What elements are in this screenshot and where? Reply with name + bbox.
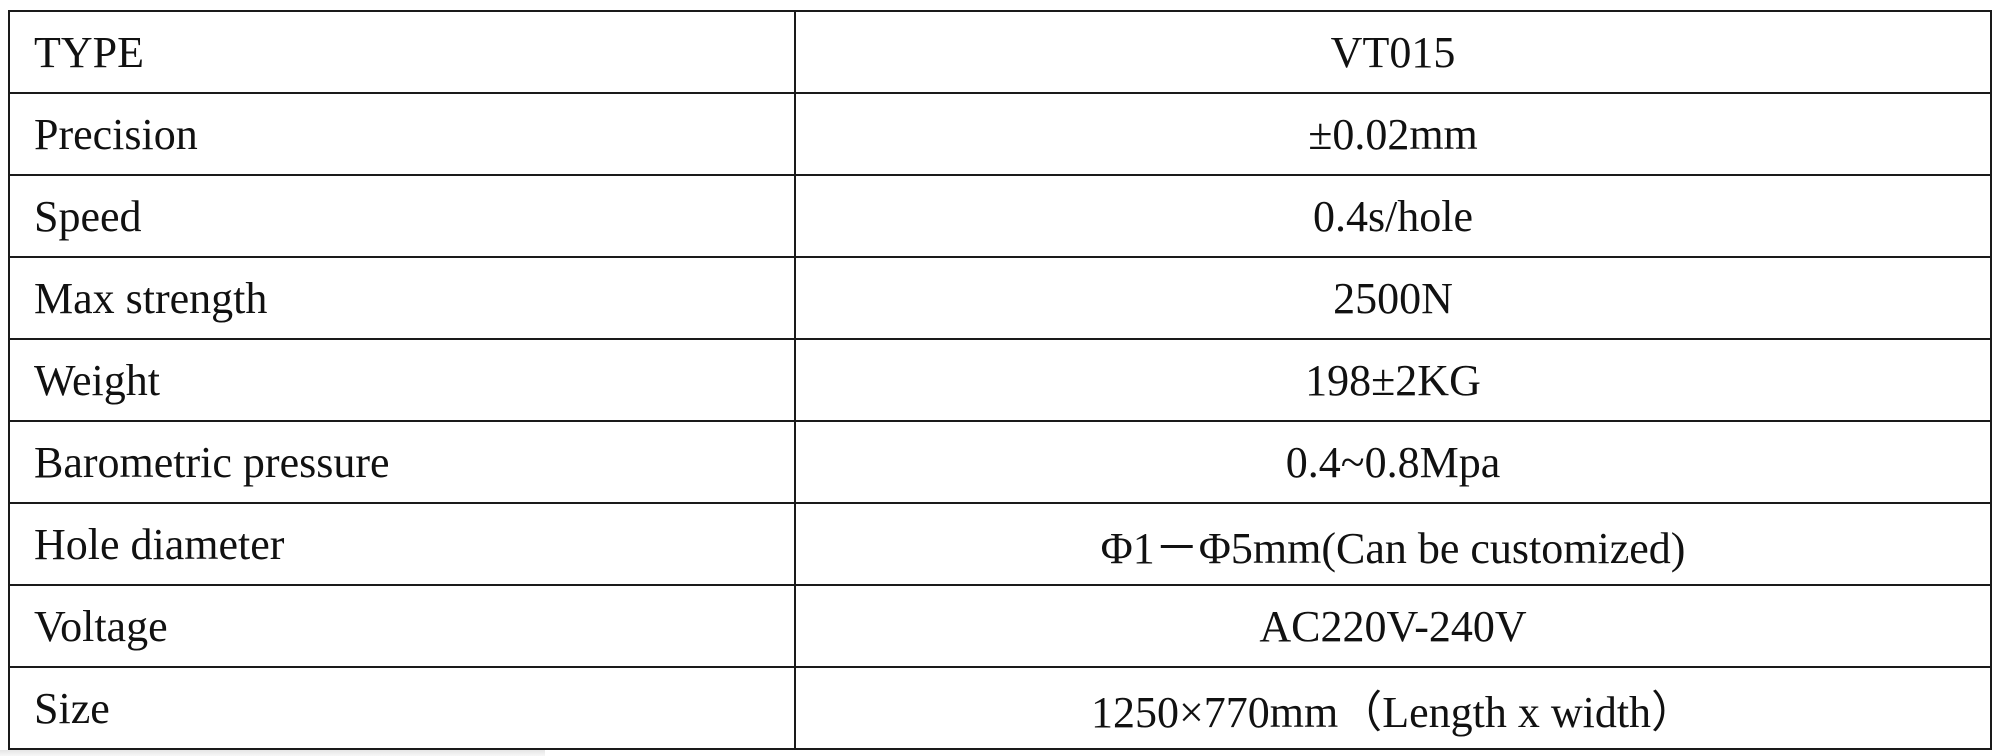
table-row: Voltage AC220V-240V	[8, 584, 1992, 668]
spec-value: 1250×770mm（Length x width）	[794, 666, 1992, 750]
table-row: Size 1250×770mm（Length x width）	[8, 666, 1992, 750]
spec-label: Hole diameter	[8, 502, 796, 586]
spec-label: Speed	[8, 174, 796, 258]
spec-label: Size	[8, 666, 796, 750]
shadow	[0, 750, 545, 756]
spec-label: Weight	[8, 338, 796, 422]
spec-value: Φ1－Φ5mm(Can be customized)	[794, 502, 1992, 586]
spec-label: Max strength	[8, 256, 796, 340]
spec-value: 0.4s/hole	[794, 174, 1992, 258]
spec-label: TYPE	[8, 10, 796, 94]
spec-value: 2500N	[794, 256, 1992, 340]
spec-label: Voltage	[8, 584, 796, 668]
spec-value: 198±2KG	[794, 338, 1992, 422]
spec-table: TYPE VT015 Precision ±0.02mm Speed 0.4s/hole M…	[8, 10, 1992, 750]
table-row: Barometric pressure 0.4~0.8Mpa	[8, 420, 1992, 504]
table-row: Speed 0.4s/hole	[8, 174, 1992, 258]
spec-value: AC220V-240V	[794, 584, 1992, 668]
spec-value: ±0.02mm	[794, 92, 1992, 176]
table-row: Precision ±0.02mm	[8, 92, 1992, 176]
spec-value: VT015	[794, 10, 1992, 94]
spec-label: Barometric pressure	[8, 420, 796, 504]
table-row: TYPE VT015	[8, 10, 1992, 94]
table-row: Max strength 2500N	[8, 256, 1992, 340]
table-row: Weight 198±2KG	[8, 338, 1992, 422]
spec-value: 0.4~0.8Mpa	[794, 420, 1992, 504]
spec-label: Precision	[8, 92, 796, 176]
table-row: Hole diameter Φ1－Φ5mm(Can be customized)	[8, 502, 1992, 586]
